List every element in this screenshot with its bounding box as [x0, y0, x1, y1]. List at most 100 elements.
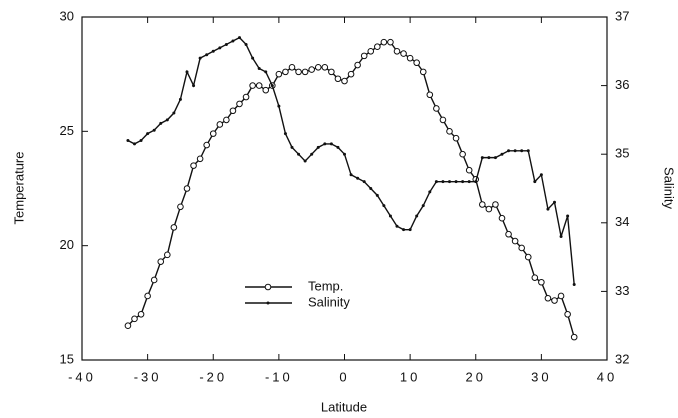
data-point [520, 149, 524, 153]
data-point [467, 180, 471, 184]
data-point [257, 66, 261, 70]
x-tick-label: -40 [68, 369, 96, 384]
data-point [570, 333, 578, 341]
data-point [524, 253, 532, 261]
data-point [323, 142, 327, 146]
data-point [539, 173, 543, 177]
data-point [341, 77, 348, 85]
x-tick-label: 20 [466, 369, 486, 384]
data-point [439, 116, 447, 124]
data-point [178, 97, 182, 101]
data-point [223, 116, 230, 124]
data-point [165, 118, 169, 122]
data-point [329, 142, 333, 146]
data-point [566, 214, 570, 218]
x-tick-label: -10 [265, 369, 293, 384]
y2-tick-label: 37 [615, 8, 629, 23]
data-point [249, 82, 256, 89]
data-point [264, 70, 268, 74]
legend-label: Temp. [308, 278, 343, 293]
data-point [295, 68, 302, 76]
data-point [354, 61, 361, 69]
data-point [572, 283, 576, 287]
data-point [192, 84, 196, 88]
data-point [336, 145, 340, 149]
y-tick-label: 30 [60, 8, 74, 23]
data-point [196, 155, 204, 163]
data-point [218, 46, 222, 50]
data-point [446, 128, 453, 135]
data-point [434, 180, 438, 184]
data-point [297, 152, 301, 156]
data-point [150, 276, 158, 284]
data-point [474, 180, 478, 184]
data-point [334, 75, 342, 83]
data-point [480, 156, 484, 160]
data-point [493, 156, 497, 160]
data-point [559, 235, 563, 239]
x-tick-label: -30 [134, 369, 162, 384]
data-point [380, 38, 388, 46]
data-point [183, 185, 191, 192]
data-point [498, 214, 506, 222]
data-point [479, 201, 486, 208]
data-point [190, 162, 197, 169]
data-point [314, 64, 322, 71]
data-point [157, 258, 165, 265]
data-point [557, 292, 565, 300]
legend-marker [264, 283, 272, 291]
data-point [553, 200, 556, 204]
data-point [492, 201, 499, 208]
x-tick-label: -20 [199, 369, 227, 384]
data-point [126, 138, 130, 142]
data-point [198, 56, 202, 60]
data-point [415, 214, 419, 218]
data-point [408, 228, 412, 232]
data-point [544, 294, 552, 302]
data-point [448, 180, 451, 184]
data-point [124, 322, 132, 330]
data-point [362, 180, 366, 184]
data-point [402, 228, 406, 232]
data-point [270, 84, 274, 88]
x-tick-label: 40 [597, 369, 617, 384]
data-point [177, 203, 184, 211]
legend-label: Salinity [308, 294, 350, 309]
data-point [533, 180, 537, 184]
data-point [465, 166, 473, 174]
data-point [244, 42, 248, 46]
data-point [144, 292, 151, 300]
data-point [277, 104, 281, 108]
data-point [242, 93, 250, 101]
data-point [459, 150, 466, 158]
y2-axis-label: Salinity [662, 167, 677, 209]
data-point [369, 187, 373, 190]
y-tick-label: 25 [60, 123, 74, 138]
data-point [511, 237, 519, 245]
y2-tick-label: 35 [615, 146, 629, 161]
data-point [551, 297, 558, 304]
data-point [303, 159, 307, 163]
y-tick-label: 20 [60, 237, 74, 252]
data-point [406, 54, 414, 62]
data-point [185, 70, 189, 74]
data-point [428, 190, 432, 194]
x-axis-label: Latitude [321, 399, 367, 414]
data-point [367, 48, 375, 55]
data-point [152, 128, 156, 132]
data-point [564, 310, 571, 318]
data-point [452, 134, 460, 142]
data-point [211, 49, 215, 53]
data-point [282, 68, 289, 76]
data-point [388, 214, 392, 218]
data-point [236, 100, 243, 108]
data-point [500, 152, 504, 156]
data-point [328, 68, 335, 76]
data-point [301, 68, 309, 76]
data-point [139, 138, 143, 142]
data-point [209, 130, 217, 137]
y-axis-label: Temperature [11, 152, 26, 225]
data-point [288, 64, 296, 71]
data-point [229, 107, 237, 115]
